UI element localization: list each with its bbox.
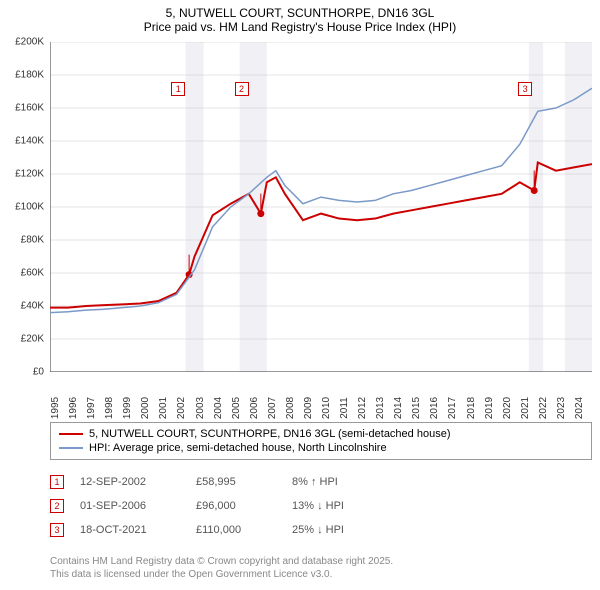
sales-table: 1 12-SEP-2002 £58,995 8% ↑ HPI 2 01-SEP-2006 £… (50, 470, 592, 542)
y-tick-label: £60K (21, 268, 44, 279)
x-tick-label: 2008 (285, 397, 296, 419)
sale-delta: 8% ↑ HPI (292, 476, 392, 488)
y-tick-label: £180K (15, 70, 44, 81)
y-tick-label: £140K (15, 136, 44, 147)
sale-row-marker: 3 (50, 523, 64, 537)
sale-row: 1 12-SEP-2002 £58,995 8% ↑ HPI (50, 470, 592, 494)
x-axis: 1995 1996 1997 1998 1999 2000 2001 2002 2003 2004… (50, 376, 592, 420)
x-tick-label: 2024 (574, 397, 585, 419)
x-tick-label: 2000 (140, 397, 151, 419)
footer-line-1: Contains HM Land Registry data © Crown c… (50, 555, 393, 568)
x-tick-label: 2005 (231, 397, 242, 419)
y-axis: £0£20K£40K£60K£80K£100K£120K£140K£160K£1… (0, 42, 48, 372)
x-tick-label: 2015 (411, 397, 422, 419)
sale-row-marker: 2 (50, 499, 64, 513)
x-tick-label: 2017 (447, 397, 458, 419)
chart-title-block: 5, NUTWELL COURT, SCUNTHORPE, DN16 3GL P… (0, 0, 600, 38)
x-tick-label: 2020 (502, 397, 513, 419)
sale-marker-1: 1 (171, 82, 185, 96)
x-tick-label: 2022 (538, 397, 549, 419)
sale-date: 01-SEP-2006 (80, 500, 180, 512)
title-line-2: Price paid vs. HM Land Registry's House … (0, 20, 600, 34)
legend-swatch (59, 447, 83, 449)
sale-marker-2: 2 (235, 82, 249, 96)
chart-plot-area: 1 2 3 (50, 42, 592, 372)
x-tick-label: 2021 (520, 397, 531, 419)
chart-svg (50, 42, 592, 372)
sale-date: 12-SEP-2002 (80, 476, 180, 488)
x-tick-label: 2013 (375, 397, 386, 419)
y-tick-label: £160K (15, 103, 44, 114)
x-tick-label: 2019 (484, 397, 495, 419)
y-tick-label: £0 (33, 367, 44, 378)
x-tick-label: 2012 (357, 397, 368, 419)
x-tick-label: 1996 (68, 397, 79, 419)
x-tick-label: 1997 (86, 397, 97, 419)
y-tick-label: £80K (21, 235, 44, 246)
x-tick-label: 2018 (466, 397, 477, 419)
x-tick-label: 1998 (104, 397, 115, 419)
sale-row-marker: 1 (50, 475, 64, 489)
legend-row: HPI: Average price, semi-detached house,… (59, 441, 583, 455)
y-tick-label: £40K (21, 301, 44, 312)
sale-row: 2 01-SEP-2006 £96,000 13% ↓ HPI (50, 494, 592, 518)
sale-marker-3: 3 (518, 82, 532, 96)
x-tick-label: 2004 (213, 397, 224, 419)
legend-label: 5, NUTWELL COURT, SCUNTHORPE, DN16 3GL (… (89, 428, 450, 440)
legend-label: HPI: Average price, semi-detached house,… (89, 442, 387, 454)
x-tick-label: 1999 (122, 397, 133, 419)
legend-row: 5, NUTWELL COURT, SCUNTHORPE, DN16 3GL (… (59, 427, 583, 441)
x-tick-label: 2006 (249, 397, 260, 419)
title-line-1: 5, NUTWELL COURT, SCUNTHORPE, DN16 3GL (0, 6, 600, 20)
y-tick-label: £20K (21, 334, 44, 345)
x-tick-label: 2002 (176, 397, 187, 419)
legend: 5, NUTWELL COURT, SCUNTHORPE, DN16 3GL (… (50, 422, 592, 460)
footer-line-2: This data is licensed under the Open Gov… (50, 568, 393, 581)
sale-price: £110,000 (196, 524, 276, 536)
x-tick-label: 2007 (267, 397, 278, 419)
x-tick-label: 1995 (50, 397, 61, 419)
x-tick-label: 2001 (158, 397, 169, 419)
x-tick-label: 2023 (556, 397, 567, 419)
y-tick-label: £100K (15, 202, 44, 213)
sale-row: 3 18-OCT-2021 £110,000 25% ↓ HPI (50, 518, 592, 542)
x-tick-label: 2014 (393, 397, 404, 419)
footer-attribution: Contains HM Land Registry data © Crown c… (50, 555, 393, 581)
x-tick-label: 2010 (321, 397, 332, 419)
x-tick-label: 2009 (303, 397, 314, 419)
y-tick-label: £200K (15, 37, 44, 48)
sale-delta: 25% ↓ HPI (292, 524, 392, 536)
sale-price: £96,000 (196, 500, 276, 512)
y-tick-label: £120K (15, 169, 44, 180)
sale-price: £58,995 (196, 476, 276, 488)
sale-date: 18-OCT-2021 (80, 524, 180, 536)
legend-swatch (59, 433, 83, 435)
x-tick-label: 2011 (339, 397, 350, 419)
sale-delta: 13% ↓ HPI (292, 500, 392, 512)
x-tick-label: 2016 (429, 397, 440, 419)
x-tick-label: 2003 (195, 397, 206, 419)
